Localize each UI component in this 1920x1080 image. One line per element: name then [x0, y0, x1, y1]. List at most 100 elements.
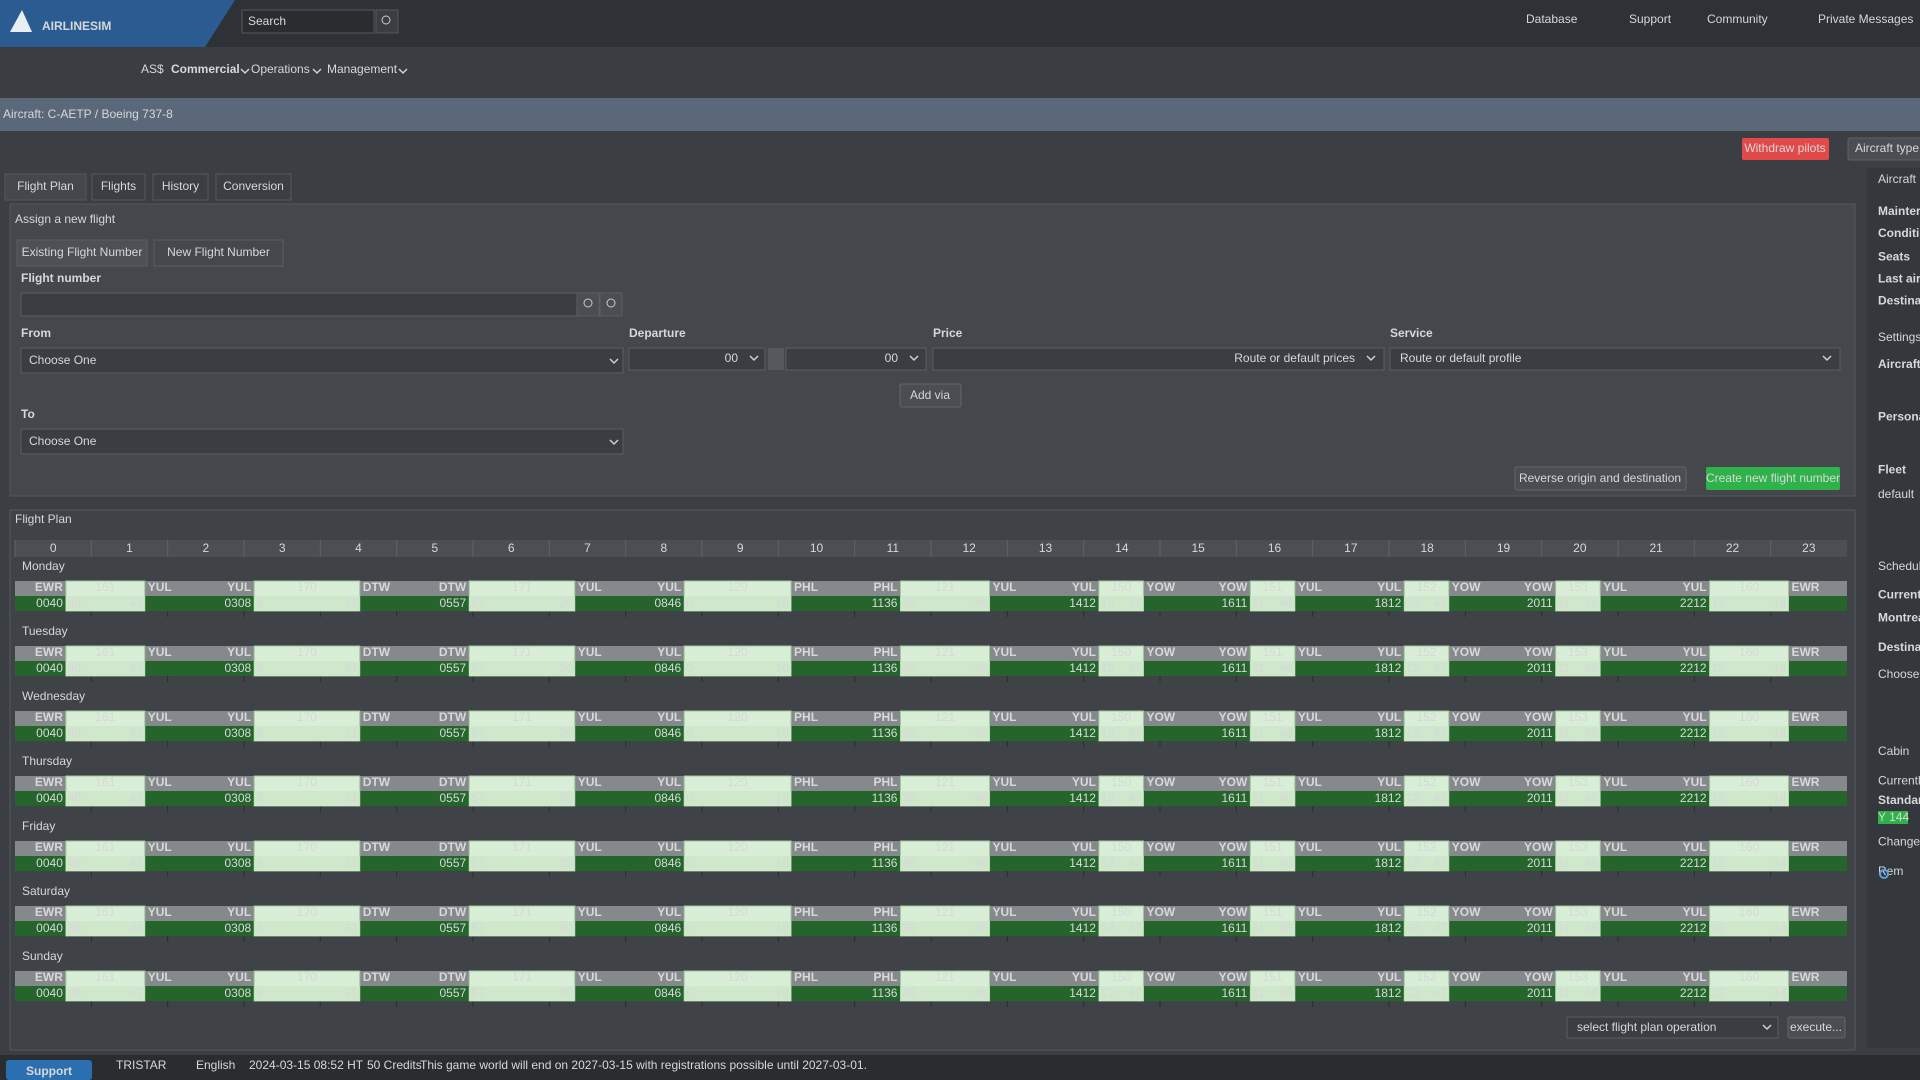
dep-minute: 12	[1406, 726, 1420, 740]
arr-minute: 20	[559, 596, 573, 610]
support-button[interactable]	[6, 1060, 92, 1080]
dest-code: PHL	[794, 840, 818, 854]
flight-number: 151	[1263, 840, 1283, 854]
arr-minute: 47	[1433, 661, 1447, 675]
execute-button[interactable]	[1787, 1016, 1846, 1039]
flight-number: 151	[1263, 970, 1283, 984]
dest-code: EWR	[1791, 840, 1819, 854]
from-select[interactable]	[20, 347, 624, 374]
header-link[interactable]: Database	[1526, 12, 1578, 26]
logo-band	[0, 0, 235, 47]
search-input[interactable]	[241, 9, 375, 34]
dest-code: YOW	[1146, 645, 1175, 659]
flight-number: 153	[1568, 645, 1588, 659]
field-label: Departure	[629, 326, 686, 340]
origin-code: YUL	[227, 710, 251, 724]
origin-code: PHL	[873, 645, 897, 659]
search-button[interactable]	[375, 9, 399, 34]
dep-time: 1136	[872, 661, 898, 675]
withdraw-button[interactable]	[1742, 138, 1829, 160]
hour-label: 21	[1649, 541, 1663, 555]
search-flight-button[interactable]	[576, 292, 600, 317]
tab-label: Flights	[101, 179, 136, 193]
dest-code: YUL	[1298, 645, 1322, 659]
flight-number: 161	[95, 710, 115, 724]
nav-link[interactable]: Operations	[251, 62, 310, 76]
tab[interactable]	[4, 173, 87, 201]
footer-language: English	[196, 1058, 235, 1072]
origin-code: YOW	[1524, 970, 1553, 984]
flight-block-lower	[684, 791, 792, 806]
operation-select[interactable]	[1566, 1016, 1779, 1039]
add-via-button[interactable]	[899, 383, 962, 408]
price-value: Route or default prices	[1234, 351, 1355, 365]
arr-minute: 20	[559, 661, 573, 675]
dest-code: YUL	[1603, 710, 1627, 724]
header-link[interactable]: Support	[1629, 12, 1672, 26]
dep-minute: 40	[68, 661, 82, 675]
dest-code: YOW	[1452, 970, 1481, 984]
dep-time: 1136	[872, 596, 898, 610]
dest-code: YUL	[148, 905, 172, 919]
flight-block-lower	[900, 856, 990, 871]
dep-time: 0308	[224, 661, 251, 675]
origin-code: EWR	[35, 710, 63, 724]
flight-number: 120	[728, 840, 748, 854]
dep-minute: 57	[471, 921, 485, 935]
subtab[interactable]	[16, 239, 148, 267]
flight-number: 171	[512, 775, 532, 789]
caret	[398, 68, 408, 75]
origin-code: YUL	[227, 775, 251, 789]
price-select[interactable]	[932, 347, 1385, 371]
dest-code: DTW	[363, 905, 391, 919]
dep-minute: 8	[256, 726, 263, 740]
dep-time: 1611	[1222, 856, 1248, 870]
hour-label: 18	[1420, 541, 1434, 555]
dest-code: EWR	[1791, 905, 1819, 919]
tab[interactable]	[91, 173, 146, 201]
arr-minute: 47	[1128, 921, 1142, 935]
header-link[interactable]: Community	[1707, 12, 1768, 26]
arr-minute: 31	[344, 986, 358, 1000]
radio[interactable]	[1879, 869, 1889, 879]
arr-minute: 46	[1585, 986, 1599, 1000]
dep-minute: 40	[68, 596, 82, 610]
dep-minute: 40	[68, 856, 82, 870]
flight-number: 120	[728, 645, 748, 659]
flight-block-lower	[1098, 661, 1144, 676]
create-button[interactable]	[1706, 467, 1840, 490]
sidebar-text: Settings	[1878, 330, 1920, 344]
arr-minute: 47	[1433, 596, 1447, 610]
operation-select-label: select flight plan operation	[1577, 1020, 1716, 1034]
tab[interactable]	[215, 173, 292, 201]
nav-link[interactable]: Commercial	[171, 62, 240, 76]
sidebar-text: Standar	[1878, 793, 1920, 807]
nav-link[interactable]: Management	[327, 62, 398, 76]
tab[interactable]	[152, 173, 209, 201]
flight-number: 153	[1568, 580, 1588, 594]
to-select[interactable]	[20, 428, 624, 455]
flight-block-lower	[1098, 921, 1144, 936]
reverse-button[interactable]	[1514, 466, 1687, 491]
dep-minute-select[interactable]	[785, 347, 927, 371]
nav-link[interactable]: AS$	[141, 62, 164, 76]
dep-hour-select[interactable]	[628, 347, 766, 371]
origin-code: DTW	[439, 775, 467, 789]
service-select[interactable]	[1389, 347, 1841, 371]
dest-code: YUL	[578, 970, 602, 984]
dep-time: 1611	[1222, 791, 1248, 805]
dep-minute: 57	[471, 986, 485, 1000]
aircraft-type-button[interactable]	[1847, 137, 1920, 161]
arr-minute: 20	[559, 726, 573, 740]
header-link[interactable]: Private Messages	[1818, 12, 1913, 26]
zoom-flight-button[interactable]	[599, 292, 623, 317]
flight-number: 152	[1417, 775, 1437, 789]
flight-number-input[interactable]	[20, 292, 578, 317]
origin-code: EWR	[35, 970, 63, 984]
subtab[interactable]	[153, 239, 284, 267]
add-via-label: Add via	[910, 388, 950, 402]
origin-code: DTW	[439, 840, 467, 854]
dep-time: 0308	[224, 791, 251, 805]
flight-number: 160	[1739, 905, 1759, 919]
